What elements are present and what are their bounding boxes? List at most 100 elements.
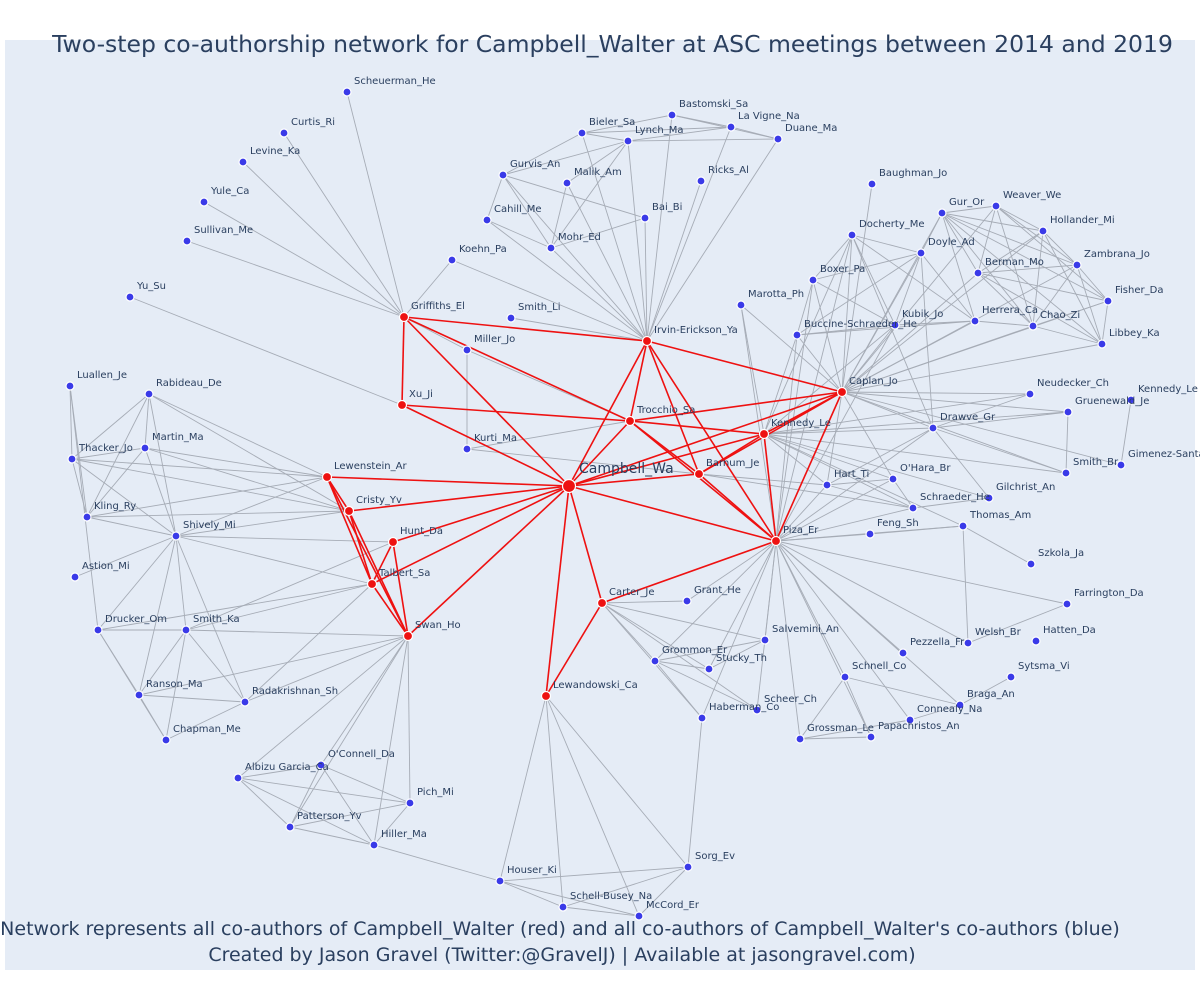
- node-radakrishnan-sh[interactable]: [240, 697, 250, 707]
- node-smith-br[interactable]: [1061, 468, 1071, 478]
- node-bastomski-sa[interactable]: [667, 110, 677, 120]
- node-hollander-mi[interactable]: [1038, 226, 1048, 236]
- node-kennedy-le[interactable]: [758, 428, 770, 440]
- node-duane-ma[interactable]: [773, 134, 783, 144]
- node-baughman-jo[interactable]: [867, 179, 877, 189]
- node-scheer-ch[interactable]: [752, 705, 762, 715]
- node-marotta-ph[interactable]: [736, 300, 746, 310]
- node-libbey-ka[interactable]: [1097, 339, 1107, 349]
- node-malik-am[interactable]: [562, 178, 572, 188]
- node-berman-mo[interactable]: [973, 268, 983, 278]
- node-ricks-al[interactable]: [696, 176, 706, 186]
- node-barnum-je[interactable]: [693, 468, 705, 480]
- node-caplan-jo[interactable]: [836, 386, 848, 398]
- node-la-vigne-na[interactable]: [726, 122, 736, 132]
- node-farrington-da[interactable]: [1062, 599, 1072, 609]
- node-sorg-ev[interactable]: [683, 862, 693, 872]
- node-astion-mi[interactable]: [70, 572, 80, 582]
- node-grossman-le[interactable]: [795, 734, 805, 744]
- node-scheuerman-he[interactable]: [342, 87, 352, 97]
- node-gur-or[interactable]: [937, 208, 947, 218]
- node-kennedy-le2[interactable]: [1126, 395, 1136, 405]
- node-patterson-yv[interactable]: [285, 822, 295, 832]
- node-lewenstein-ar[interactable]: [321, 471, 333, 483]
- node-kubik-jo[interactable]: [890, 320, 900, 330]
- node-martin-ma[interactable]: [140, 443, 150, 453]
- node-trocchio-sa[interactable]: [624, 415, 636, 427]
- node-shively-mi[interactable]: [171, 531, 181, 541]
- node-kurti-ma[interactable]: [462, 444, 472, 454]
- node-swan-ho[interactable]: [402, 630, 414, 642]
- node-welsh-br[interactable]: [963, 638, 973, 648]
- node-hart-ti[interactable]: [822, 480, 832, 490]
- node-piza-er[interactable]: [770, 535, 782, 547]
- node-mohr-ed[interactable]: [546, 243, 556, 253]
- node-connealy-na[interactable]: [905, 715, 915, 725]
- node-grant-he[interactable]: [682, 596, 692, 606]
- node-szkola-ja[interactable]: [1026, 559, 1036, 569]
- node-levine-ka[interactable]: [238, 157, 248, 167]
- node-stucky-th[interactable]: [704, 664, 714, 674]
- node-ranson-ma[interactable]: [134, 690, 144, 700]
- node-rabideau-de[interactable]: [144, 389, 154, 399]
- node-curtis-ri[interactable]: [279, 128, 289, 138]
- node-chapman-me[interactable]: [161, 735, 171, 745]
- node-doyle-ad[interactable]: [916, 248, 926, 258]
- node-gilchrist-an[interactable]: [984, 493, 994, 503]
- node-zambrana-jo[interactable]: [1072, 260, 1082, 270]
- node-schell-busey-na[interactable]: [558, 902, 568, 912]
- node-neudecker-ch[interactable]: [1025, 389, 1035, 399]
- node-griffiths-el[interactable]: [398, 311, 410, 323]
- node-grommon-er[interactable]: [650, 656, 660, 666]
- node-schraeder-he[interactable]: [908, 503, 918, 513]
- node-miller-jo[interactable]: [462, 345, 472, 355]
- node-herrera-ca[interactable]: [970, 316, 980, 326]
- node-kling-ry[interactable]: [82, 512, 92, 522]
- node-hiller-ma[interactable]: [369, 840, 379, 850]
- node-houser-ki[interactable]: [495, 876, 505, 886]
- node-weaver-we[interactable]: [991, 201, 1001, 211]
- node-boxer-pa[interactable]: [808, 275, 818, 285]
- node-irvin-erickson-ya[interactable]: [641, 335, 653, 347]
- node-drawve-gr[interactable]: [928, 423, 938, 433]
- node-sullivan-me[interactable]: [182, 236, 192, 246]
- node-sytsma-vi[interactable]: [1006, 672, 1016, 682]
- node-pich-mi[interactable]: [405, 798, 415, 808]
- node-drucker-om[interactable]: [93, 625, 103, 635]
- node-fisher-da[interactable]: [1103, 296, 1113, 306]
- node-gruenewald-je[interactable]: [1063, 407, 1073, 417]
- node-o-hara-br[interactable]: [888, 474, 898, 484]
- node-bai-bi[interactable]: [640, 213, 650, 223]
- node-papachristos-an[interactable]: [866, 732, 876, 742]
- node-hatten-da[interactable]: [1031, 636, 1041, 646]
- node-carter-je[interactable]: [596, 597, 608, 609]
- node-feng-sh[interactable]: [865, 529, 875, 539]
- node-yu-su[interactable]: [125, 292, 135, 302]
- node-yule-ca[interactable]: [199, 197, 209, 207]
- node-thomas-am[interactable]: [958, 521, 968, 531]
- node-buccine-schraeder-he[interactable]: [792, 330, 802, 340]
- node-gimenez-santana[interactable]: [1116, 460, 1126, 470]
- node-cristy-yv[interactable]: [343, 505, 355, 517]
- node-schnell-co[interactable]: [840, 672, 850, 682]
- node-albizu-garcia-ca[interactable]: [233, 773, 243, 783]
- node-braga-an[interactable]: [955, 700, 965, 710]
- node-xu-ji[interactable]: [396, 399, 408, 411]
- node-cahill-me[interactable]: [482, 215, 492, 225]
- node-docherty-me[interactable]: [847, 230, 857, 240]
- node-smith-li[interactable]: [506, 313, 516, 323]
- node-hunt-da[interactable]: [387, 536, 399, 548]
- node-lewandowski-ca[interactable]: [540, 690, 552, 702]
- node-luallen-je[interactable]: [65, 381, 75, 391]
- node-salvemini-an[interactable]: [760, 635, 770, 645]
- node-thacker-jo[interactable]: [67, 454, 77, 464]
- node-mccord-er[interactable]: [634, 911, 644, 921]
- node-o-connell-da[interactable]: [316, 760, 326, 770]
- node-chao-zi[interactable]: [1028, 321, 1038, 331]
- node-haberman-co[interactable]: [697, 713, 707, 723]
- node-smith-ka[interactable]: [181, 625, 191, 635]
- node-talbert-sa[interactable]: [366, 578, 378, 590]
- node-campbell-wa[interactable]: [561, 478, 577, 494]
- node-koehn-pa[interactable]: [447, 255, 457, 265]
- node-lynch-ma[interactable]: [623, 136, 633, 146]
